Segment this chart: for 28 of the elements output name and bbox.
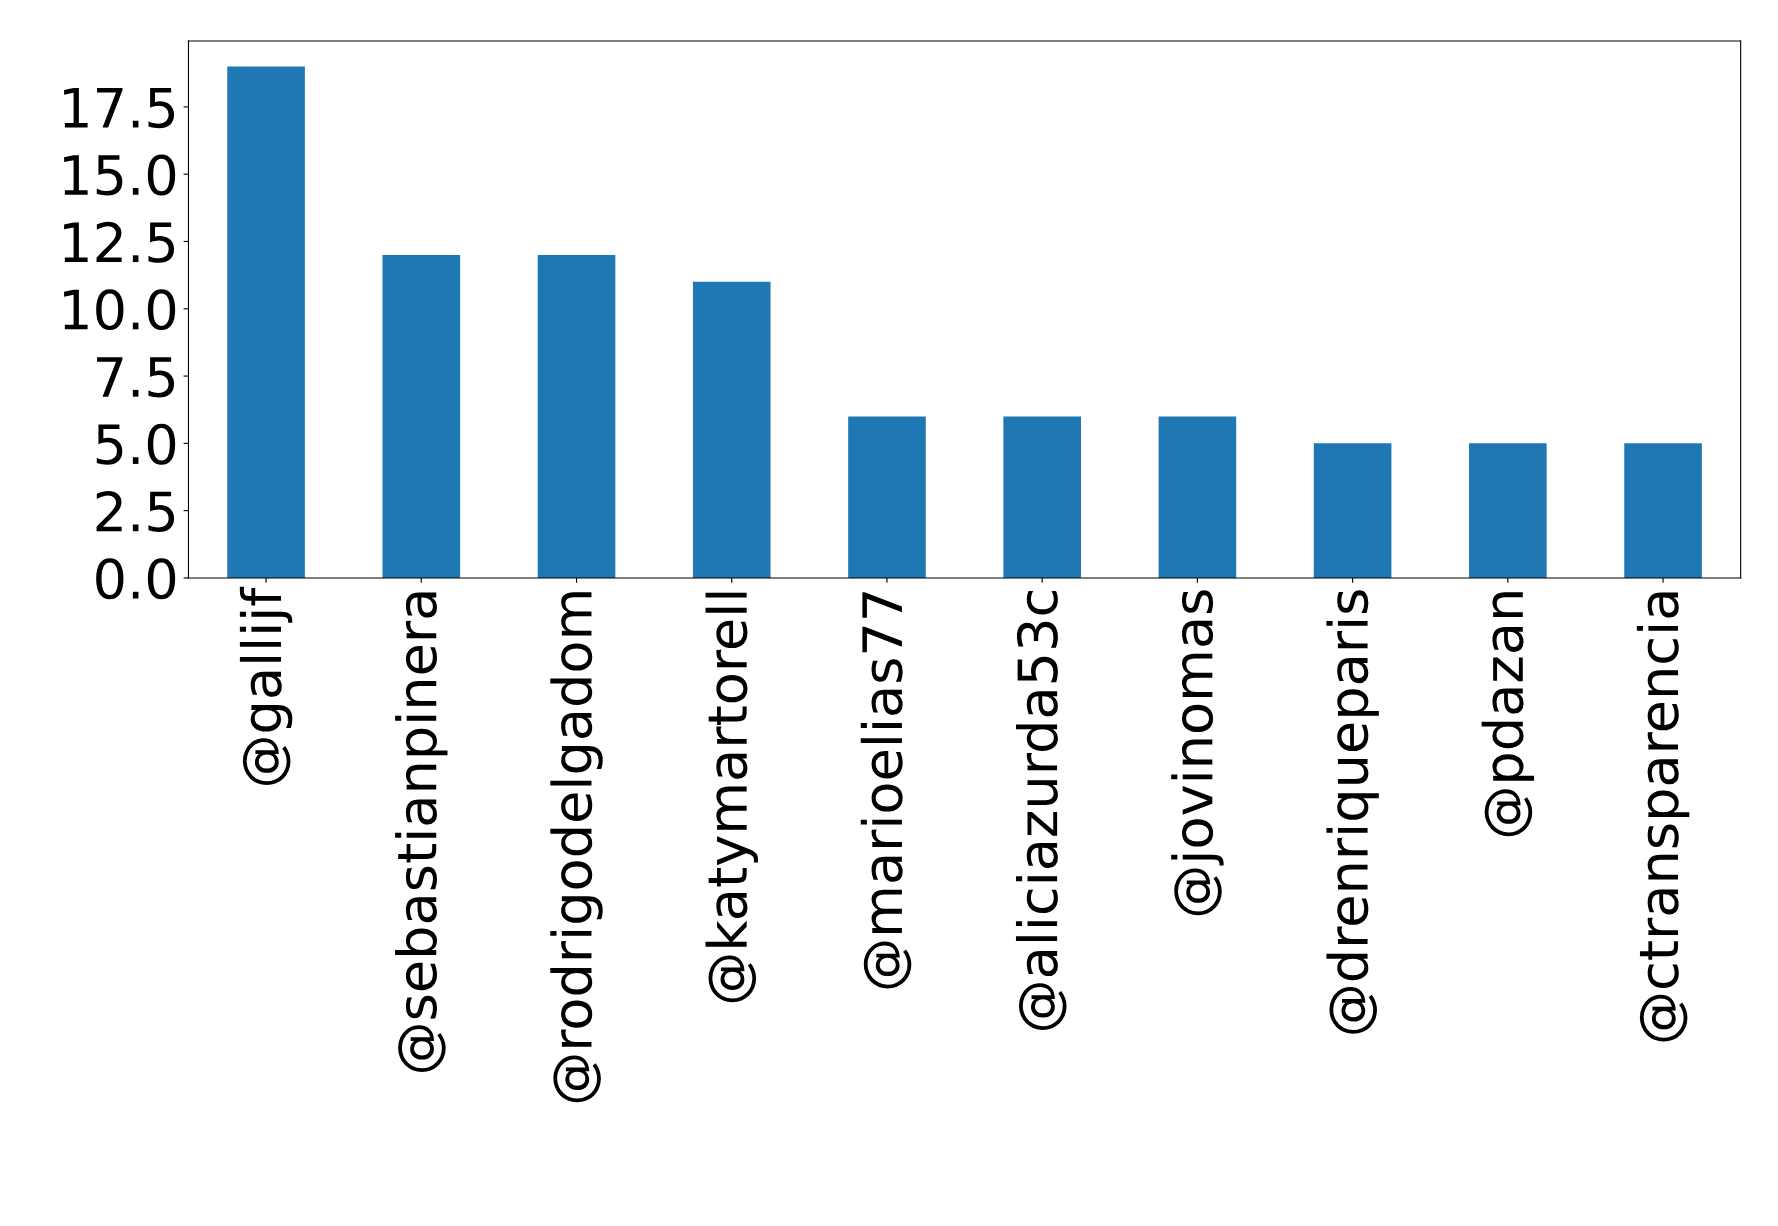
bar: [1158, 416, 1237, 578]
x-tick-label: @katymartorell: [705, 592, 758, 1003]
y-tick-label: 17.5: [64, 87, 175, 129]
y-tick-label: 7.5: [97, 357, 175, 398]
y-tick-label: 12.5: [64, 221, 175, 263]
y-tick-label: 0.0: [96, 558, 176, 600]
bar: [1469, 443, 1547, 578]
bar: [382, 254, 461, 578]
x-tick-label: @aliciazurda53c: [1015, 591, 1067, 1030]
x-tick-label: @gallijf: [239, 586, 293, 786]
bar: [537, 254, 616, 578]
y-tick-label: 10.0: [64, 289, 176, 331]
bar: [1624, 443, 1702, 578]
x-tick-label: @drenriqueparis: [1326, 590, 1379, 1034]
x-tick-label: @jovinomas: [1171, 590, 1224, 916]
y-tick-label: 15.0: [64, 154, 176, 196]
x-tick-label: @marioelias77: [860, 592, 912, 989]
y-tick-label: 2.5: [96, 491, 175, 532]
bar: [1313, 443, 1392, 578]
y-tick-label: 5.0: [96, 423, 176, 465]
x-tick-label: @pdazan: [1481, 592, 1535, 837]
bar: [848, 416, 926, 578]
bar: [1003, 416, 1081, 578]
x-tick-label: @ctransparencia: [1636, 592, 1690, 1042]
bar: [227, 66, 305, 578]
x-tick-label: @rodrigodelgadom: [550, 592, 603, 1103]
x-tick-label: @sebastianpinera: [395, 592, 448, 1072]
bar: [692, 281, 771, 578]
